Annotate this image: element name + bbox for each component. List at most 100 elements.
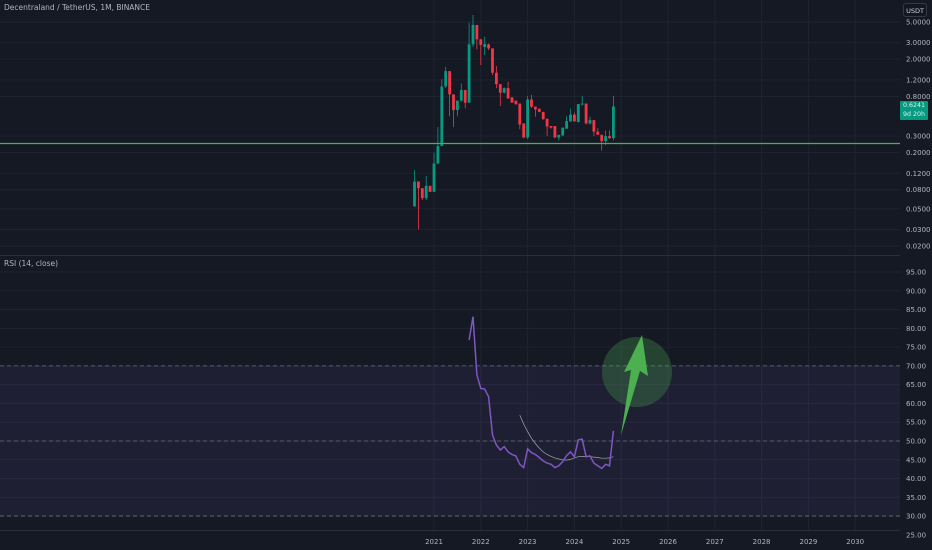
candle[interactable]	[541, 111, 545, 120]
candle[interactable]	[440, 79, 444, 147]
candle[interactable]	[514, 100, 518, 105]
candle[interactable]	[561, 127, 565, 137]
candle-body	[440, 86, 444, 147]
candle[interactable]	[530, 94, 533, 109]
price-tick-label: 5.0000	[906, 19, 931, 27]
candle[interactable]	[506, 81, 510, 99]
candle-body	[604, 136, 607, 142]
candle-body	[576, 104, 580, 122]
candle[interactable]	[436, 127, 440, 165]
candle[interactable]	[526, 95, 529, 139]
candle-body	[428, 185, 432, 192]
candle[interactable]	[471, 15, 475, 47]
rsi-line[interactable]	[468, 316, 615, 470]
bullish-annotation[interactable]	[602, 335, 672, 435]
currency-unit-button[interactable]: USDT	[903, 3, 927, 17]
candle[interactable]	[459, 83, 463, 102]
candle[interactable]	[479, 38, 483, 66]
candle-body	[541, 111, 545, 120]
rsi-tick-label: 55.00	[906, 419, 926, 427]
rsi-ma-line[interactable]	[519, 414, 614, 461]
candle-body	[424, 185, 428, 199]
candle-body	[514, 100, 518, 105]
candle[interactable]	[612, 95, 615, 141]
rsi-tick-label: 75.00	[906, 344, 926, 352]
candle[interactable]	[487, 43, 490, 51]
candle[interactable]	[463, 90, 467, 109]
candle[interactable]	[420, 188, 424, 201]
candle[interactable]	[545, 118, 549, 137]
candle-body	[596, 131, 600, 135]
candle-body	[612, 106, 615, 139]
candle[interactable]	[522, 123, 526, 139]
rsi-tick-label: 65.00	[906, 381, 926, 389]
candle[interactable]	[608, 130, 611, 139]
candle[interactable]	[510, 97, 514, 103]
candle[interactable]	[483, 36, 487, 55]
candle[interactable]	[534, 106, 537, 117]
candle[interactable]	[549, 126, 553, 129]
candle-body	[530, 99, 533, 107]
candle[interactable]	[495, 65, 498, 89]
candle[interactable]	[573, 112, 576, 122]
candle[interactable]	[467, 22, 471, 103]
candle-body	[498, 84, 502, 93]
last-price: 0.6241	[902, 102, 926, 109]
candle-body	[573, 114, 576, 122]
candle-body	[436, 146, 440, 164]
candle-body	[561, 127, 565, 136]
candle[interactable]	[502, 87, 506, 94]
rsi-tick-label: 85.00	[906, 306, 926, 314]
time-tick-label: 2024	[565, 538, 583, 546]
candle[interactable]	[448, 71, 451, 117]
candle-body	[580, 103, 584, 105]
candle[interactable]	[604, 130, 607, 146]
candle-body	[534, 106, 537, 110]
candle[interactable]	[428, 185, 432, 192]
candle-body	[545, 118, 549, 127]
candle[interactable]	[588, 116, 592, 125]
price-tick-label: 0.0800	[906, 186, 931, 194]
candle[interactable]	[596, 128, 600, 135]
candle-body	[413, 181, 416, 207]
candle[interactable]	[491, 48, 494, 76]
candle[interactable]	[580, 95, 584, 106]
candle[interactable]	[424, 176, 428, 201]
candle[interactable]	[553, 126, 557, 139]
candle[interactable]	[456, 100, 459, 117]
candle[interactable]	[600, 134, 604, 151]
candle[interactable]	[569, 108, 572, 122]
rsi-indicator-title[interactable]: RSI (14, close)	[4, 259, 59, 268]
time-tick-label: 2029	[799, 538, 817, 546]
candle-body	[448, 71, 451, 95]
arrow-up-icon[interactable]	[621, 335, 648, 435]
price-tick-label: 0.2000	[906, 149, 931, 157]
rsi-tick-label: 40.00	[906, 475, 926, 483]
candle[interactable]	[537, 108, 541, 113]
candle[interactable]	[584, 103, 588, 125]
chart-title: Decentraland / TetherUS, 1M, BINANCE	[4, 3, 151, 12]
candle-body	[483, 44, 487, 47]
time-tick-label: 2025	[612, 538, 630, 546]
candle[interactable]	[498, 84, 502, 107]
candle-body	[456, 100, 459, 111]
candle[interactable]	[444, 66, 448, 89]
candle[interactable]	[557, 134, 561, 141]
candle-body	[502, 88, 506, 93]
candle[interactable]	[413, 170, 416, 207]
candle[interactable]	[417, 181, 420, 230]
candle[interactable]	[475, 24, 479, 50]
candle[interactable]	[576, 104, 580, 123]
price-tick-label: 0.0300	[906, 226, 931, 234]
price-tick-label: 0.0500	[906, 205, 931, 213]
candle[interactable]	[452, 94, 455, 128]
candle[interactable]	[592, 120, 596, 137]
candle[interactable]	[518, 103, 522, 130]
candle[interactable]	[565, 116, 568, 129]
candle-body	[518, 103, 522, 125]
candle[interactable]	[432, 152, 436, 192]
candle-body	[584, 103, 588, 124]
candle-body	[569, 114, 572, 122]
candle-body	[432, 163, 436, 192]
